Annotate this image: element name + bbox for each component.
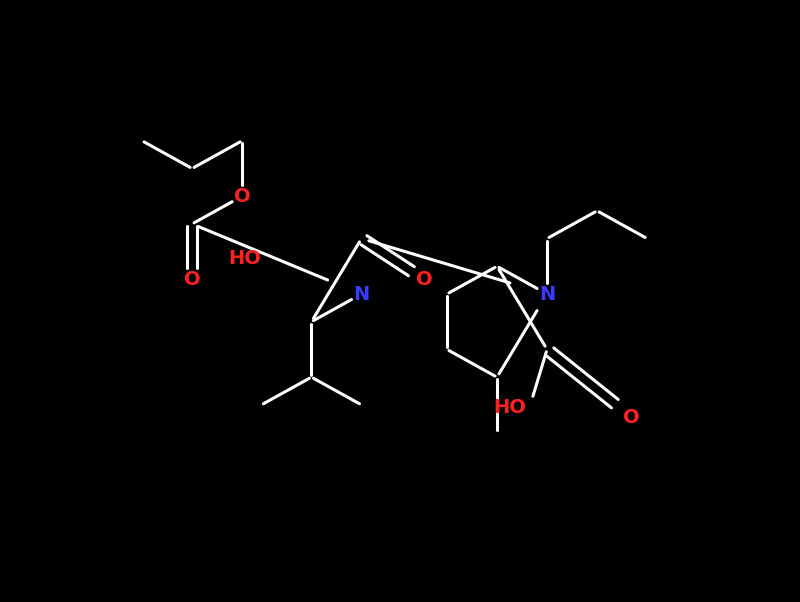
- Text: N: N: [354, 285, 370, 303]
- Text: O: O: [184, 270, 201, 289]
- Text: O: O: [623, 408, 640, 427]
- Text: O: O: [234, 187, 250, 206]
- Text: N: N: [539, 285, 555, 303]
- Text: HO: HO: [228, 249, 261, 268]
- Text: HO: HO: [494, 399, 526, 417]
- Text: O: O: [415, 270, 432, 289]
